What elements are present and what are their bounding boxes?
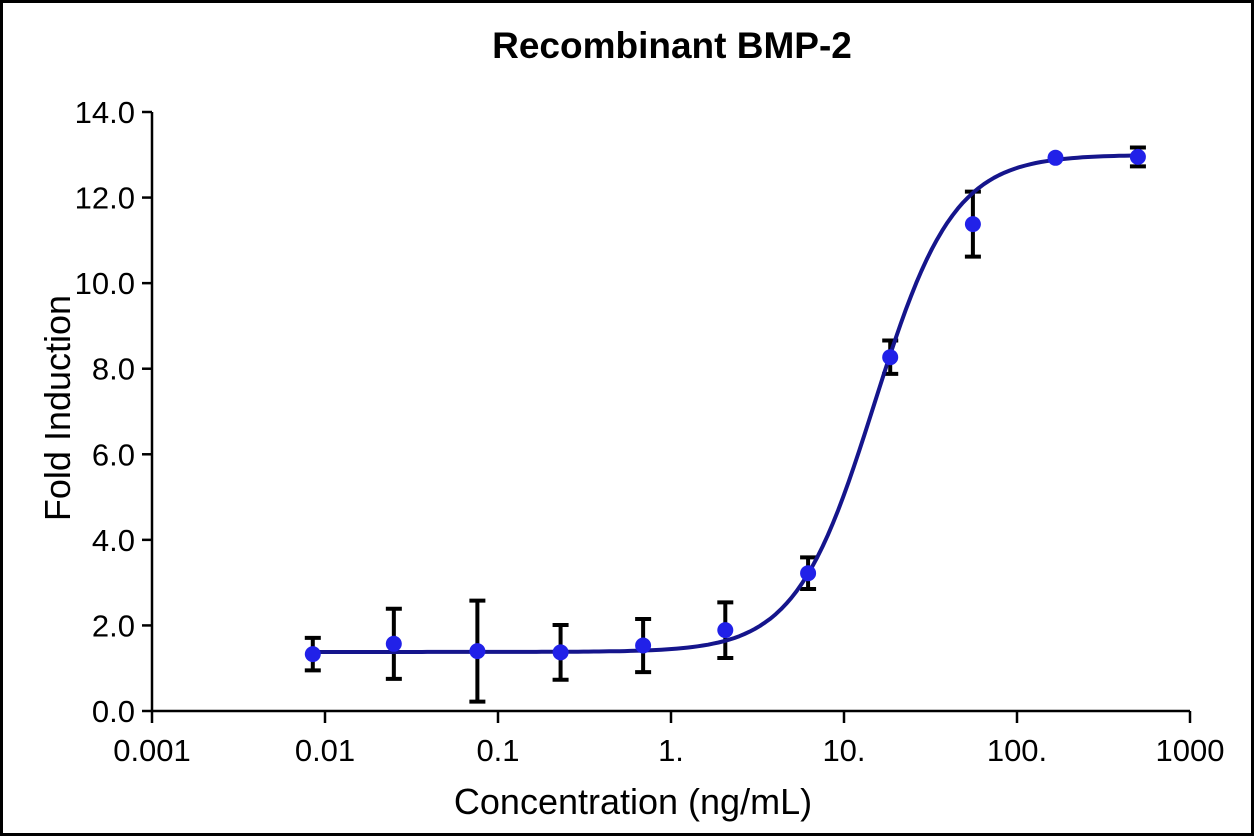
data-point (1129, 148, 1146, 165)
data-point (1047, 149, 1064, 166)
fit-curve (312, 153, 1146, 654)
x-tick-label: 0.1 (476, 733, 519, 768)
y-tick-label: 6.0 (92, 437, 135, 472)
y-tick-label: 12.0 (75, 181, 135, 216)
data-point (552, 644, 569, 661)
data-point (882, 349, 899, 366)
data-point (964, 216, 981, 233)
data-point (304, 646, 321, 663)
y-tick-label: 0.0 (92, 694, 135, 729)
x-tick-label: 0.01 (295, 733, 355, 768)
x-tick-label: 100. (987, 733, 1047, 768)
data-point (800, 565, 817, 582)
data-point (717, 622, 734, 639)
data-point (635, 637, 652, 654)
x-axis-title: Concentration (ng/mL) (453, 781, 813, 822)
y-axis-title: Fold Induction (37, 294, 78, 522)
chart-title: Recombinant BMP-2 (492, 25, 852, 66)
data-point (385, 635, 402, 652)
x-tick-label: 0.001 (113, 733, 191, 768)
data-point (469, 643, 486, 660)
plot-area: 0.0 2.0 4.0 6.0 8.0 10.0 12.0 14.0 0.001 0.01 0.1 1… (75, 95, 1225, 768)
x-tick-label: 1000 (1156, 733, 1225, 768)
x-tick-label: 1. (658, 733, 684, 768)
y-tick-label: 10.0 (75, 266, 135, 301)
y-tick-label: 8.0 (92, 352, 135, 387)
y-tick-label: 14.0 (75, 95, 135, 130)
y-tick-label: 2.0 (92, 608, 135, 643)
x-tick-label: 10. (822, 733, 865, 768)
y-tick-label: 4.0 (92, 523, 135, 558)
